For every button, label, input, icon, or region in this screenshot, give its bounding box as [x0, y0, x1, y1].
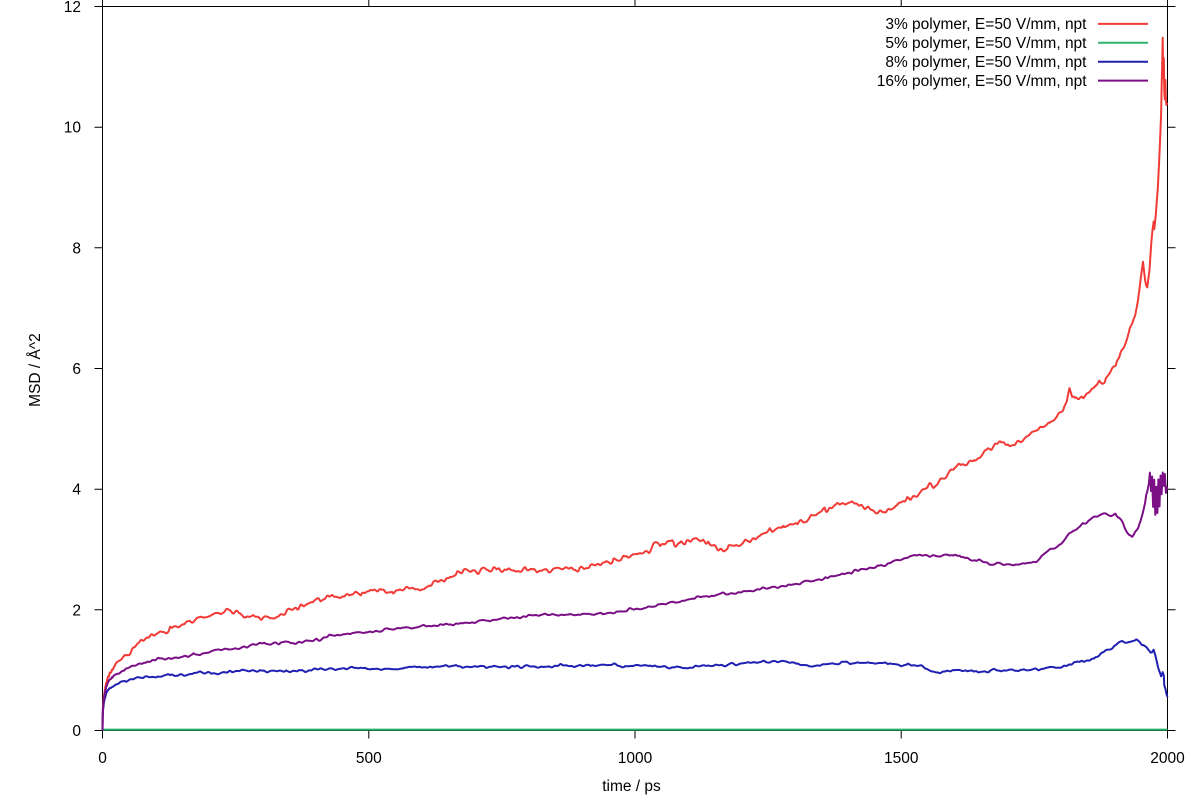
svg-text:0: 0 [98, 750, 107, 767]
svg-text:6: 6 [72, 361, 81, 378]
svg-text:1500: 1500 [884, 750, 919, 767]
svg-text:0: 0 [72, 723, 81, 740]
svg-text:5% polymer, E=50 V/mm, npt: 5% polymer, E=50 V/mm, npt [885, 35, 1087, 52]
svg-text:500: 500 [356, 750, 382, 767]
svg-text:8% polymer, E=50 V/mm, npt: 8% polymer, E=50 V/mm, npt [885, 54, 1087, 71]
svg-text:3% polymer, E=50 V/mm, npt: 3% polymer, E=50 V/mm, npt [885, 16, 1087, 33]
svg-text:time / ps: time / ps [602, 778, 661, 795]
svg-text:MSD / Å^2: MSD / Å^2 [27, 333, 44, 407]
svg-text:12: 12 [64, 0, 81, 16]
svg-text:1000: 1000 [618, 750, 653, 767]
svg-text:8: 8 [72, 240, 81, 257]
svg-text:2: 2 [72, 602, 81, 619]
svg-text:2000: 2000 [1150, 750, 1185, 767]
svg-text:4: 4 [72, 482, 81, 499]
svg-text:16% polymer, E=50 V/mm, npt: 16% polymer, E=50 V/mm, npt [877, 73, 1087, 90]
svg-text:10: 10 [64, 120, 82, 137]
